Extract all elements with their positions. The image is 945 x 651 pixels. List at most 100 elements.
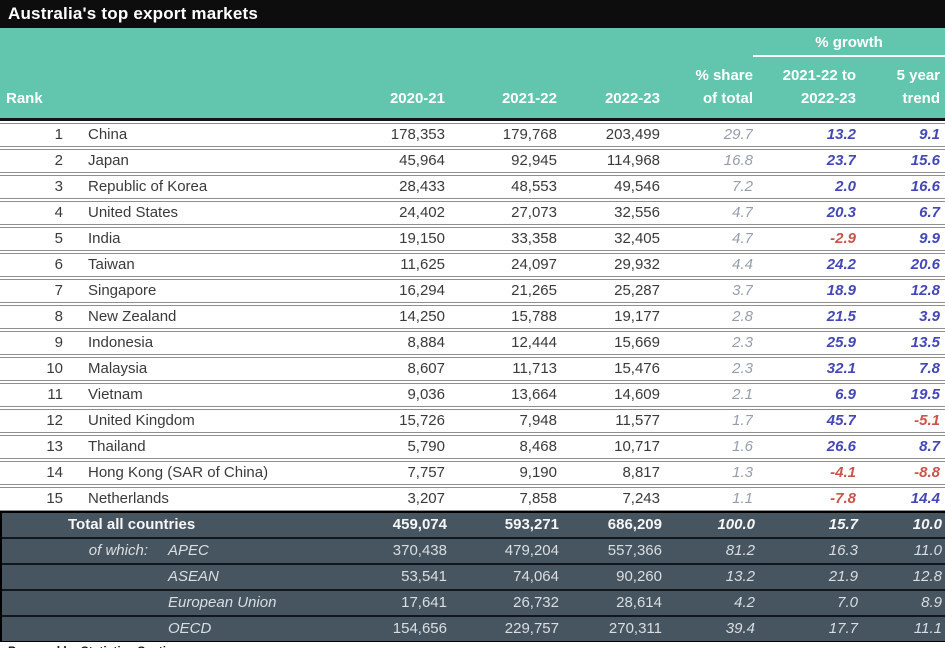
- value-2021-22-cell: 48,553: [511, 178, 557, 195]
- trend-cell: 14.4: [910, 490, 940, 507]
- value-2021-22-cell: 7,858: [519, 490, 557, 507]
- value-2021-22-cell: 479,204: [504, 542, 559, 559]
- value-2021-22-cell: 12,444: [511, 334, 557, 351]
- value-2022-23-cell: 25,287: [614, 282, 660, 299]
- value-2020-21-cell: 9,036: [407, 386, 445, 403]
- value-2022-23-cell: 7,243: [622, 490, 660, 507]
- share-cell: 29.7: [723, 126, 753, 143]
- share-cell: 1.1: [732, 490, 753, 507]
- group-label-cell: of which: APEC: [2, 539, 342, 563]
- country-cell: New Zealand: [88, 308, 177, 325]
- growth-cell: 17.7: [828, 620, 858, 637]
- value-2022-23-cell: 19,177: [614, 308, 660, 325]
- value-2021-22-cell: 21,265: [511, 282, 557, 299]
- value-2020-21-cell: 178,353: [390, 126, 445, 143]
- share-cell: 2.1: [732, 386, 753, 403]
- header-2022-23: 2022-23: [604, 89, 660, 107]
- table-row: 14 Hong Kong (SAR of China) 7,757 9,190 8,81…: [0, 461, 945, 485]
- table-row: 13 Thailand 5,790 8,468 10,717 1.6 26.6 8.7: [0, 435, 945, 459]
- table-row: 6 Taiwan 11,625 24,097 29,932 4.4 24.2 20.6: [0, 253, 945, 277]
- rank-cell: 9: [54, 334, 63, 351]
- growth-cell: 15.7: [828, 516, 858, 533]
- table-row: 3 Republic of Korea 28,433 48,553 49,546 7.2 2…: [0, 175, 945, 199]
- trend-cell: 6.7: [919, 204, 940, 221]
- value-2020-21-cell: 154,656: [392, 620, 447, 637]
- trend-cell: 16.6: [910, 178, 940, 195]
- value-2022-23-cell: 32,556: [614, 204, 660, 221]
- growth-cell: 45.7: [826, 412, 856, 429]
- growth-cell: 21.9: [828, 568, 858, 585]
- trend-cell: 12.8: [912, 568, 942, 585]
- value-2022-23-cell: 557,366: [607, 542, 662, 559]
- value-2022-23-cell: 686,209: [607, 516, 662, 533]
- group-row: of which: APEC 370,438 479,204 557,366 81.2 16…: [2, 537, 945, 563]
- header-trend-line1: 5 year: [896, 66, 940, 84]
- share-cell: 39.4: [725, 620, 755, 637]
- rank-cell: 14: [46, 464, 63, 481]
- value-2021-22-cell: 92,945: [511, 152, 557, 169]
- trend-cell: 3.9: [919, 308, 940, 325]
- value-2020-21-cell: 3,207: [407, 490, 445, 507]
- group-row: ASEAN 53,541 74,064 90,260 13.2 21.9 12.8: [2, 563, 945, 589]
- value-2021-22-cell: 27,073: [511, 204, 557, 221]
- header-trend-line2: trend: [902, 89, 941, 107]
- header-divider: [0, 118, 945, 121]
- share-cell: 16.8: [723, 152, 753, 169]
- rank-cell: 15: [46, 490, 63, 507]
- header-growth-line2: 2022-23: [800, 89, 856, 107]
- group-name: OECD: [168, 620, 212, 637]
- value-2021-22-cell: 11,713: [512, 360, 557, 377]
- value-2021-22-cell: 9,190: [519, 464, 557, 481]
- rank-cell: 5: [54, 230, 63, 247]
- header-2021-22: 2021-22: [501, 89, 557, 107]
- rank-cell: 11: [47, 386, 63, 403]
- value-2020-21-cell: 19,150: [399, 230, 445, 247]
- trend-cell: 9.9: [919, 230, 940, 247]
- group-row: European Union 17,641 26,732 28,614 4.2 7.0 8.…: [2, 589, 945, 615]
- country-cell: Taiwan: [88, 256, 135, 273]
- trend-cell: -8.8: [914, 464, 940, 481]
- group-label-cell: OECD: [2, 617, 342, 641]
- growth-cell: 20.3: [826, 204, 856, 221]
- growth-cell: 13.2: [826, 126, 856, 143]
- value-2022-23-cell: 32,405: [614, 230, 660, 247]
- table-footer: Total all countries 459,074 593,271 686,209…: [0, 511, 945, 642]
- value-2021-22-cell: 15,788: [511, 308, 557, 325]
- value-2022-23-cell: 14,609: [614, 386, 660, 403]
- country-cell: United Kingdom: [88, 412, 195, 429]
- value-2020-21-cell: 11,625: [400, 256, 445, 273]
- title-bar: Australia's top export markets: [0, 0, 945, 28]
- trend-cell: 15.6: [910, 152, 940, 169]
- header-growth-line1: 2021-22 to: [782, 66, 856, 84]
- group-label-cell: European Union: [2, 591, 342, 615]
- value-2022-23-cell: 90,260: [616, 568, 662, 585]
- trend-cell: 11.0: [913, 542, 942, 559]
- rank-cell: 3: [54, 178, 63, 195]
- value-2022-23-cell: 8,817: [622, 464, 660, 481]
- group-name: European Union: [168, 594, 277, 611]
- value-2020-21-cell: 7,757: [407, 464, 445, 481]
- rank-cell: 7: [54, 282, 63, 299]
- value-2021-22-cell: 179,768: [502, 126, 557, 143]
- country-cell: Singapore: [88, 282, 157, 299]
- country-cell: Republic of Korea: [88, 178, 208, 195]
- growth-cell: -7.8: [830, 490, 856, 507]
- group-row: OECD 154,656 229,757 270,311 39.4 17.7 11.1: [2, 615, 945, 641]
- trend-cell: 8.9: [921, 594, 942, 611]
- growth-cell: 26.6: [826, 438, 856, 455]
- share-cell: 4.7: [732, 204, 753, 221]
- header-growth-period: 2021-22 to 2022-23: [753, 64, 856, 119]
- rank-cell: 13: [46, 438, 63, 455]
- table-row: 12 United Kingdom 15,726 7,948 11,577 1.7 45.7…: [0, 409, 945, 433]
- source-note-clipped: Prepared by Statistics Section: [0, 642, 945, 648]
- source-note-text: Prepared by Statistics Section: [0, 644, 181, 648]
- value-2022-23-cell: 270,311: [608, 620, 662, 637]
- share-cell: 13.2: [725, 568, 755, 585]
- table-row: 1 China 178,353 179,768 203,499 29.7 13.2 9.1: [0, 123, 945, 147]
- value-2021-22-cell: 26,732: [513, 594, 559, 611]
- value-2021-22-cell: 74,064: [513, 568, 559, 585]
- growth-group-header: % growth: [753, 34, 945, 57]
- trend-cell: 20.6: [910, 256, 940, 273]
- share-cell: 7.2: [732, 178, 753, 195]
- rank-cell: 1: [54, 126, 63, 143]
